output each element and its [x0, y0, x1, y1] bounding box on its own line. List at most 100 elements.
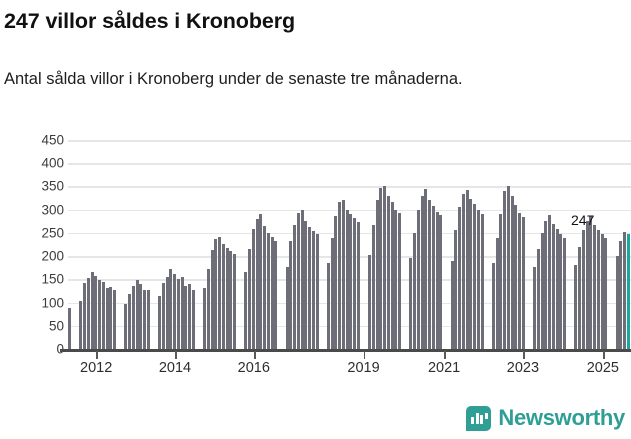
bar[interactable]: [469, 198, 473, 349]
bar[interactable]: [326, 262, 330, 349]
bar[interactable]: [574, 265, 578, 349]
bar[interactable]: [221, 244, 225, 349]
bar[interactable]: [83, 283, 87, 349]
bar[interactable]: [578, 246, 582, 349]
bar[interactable]: [476, 209, 480, 349]
bar[interactable]: [308, 227, 312, 349]
bar[interactable]: [203, 287, 207, 349]
bar[interactable]: [563, 237, 567, 349]
bar[interactable]: [420, 195, 424, 349]
bar[interactable]: [450, 260, 454, 349]
bar[interactable]: [473, 204, 477, 349]
bar[interactable]: [255, 218, 259, 349]
bar[interactable]: [105, 287, 109, 349]
bar[interactable]: [191, 290, 195, 349]
bar[interactable]: [338, 202, 342, 349]
bar[interactable]: [589, 216, 593, 349]
bar[interactable]: [341, 200, 345, 349]
bar[interactable]: [581, 230, 585, 349]
bar[interactable]: [274, 241, 278, 349]
bar[interactable]: [233, 253, 237, 349]
bar[interactable]: [315, 233, 319, 349]
bar[interactable]: [416, 209, 420, 349]
bar[interactable]: [454, 230, 458, 349]
bar[interactable]: [371, 225, 375, 349]
bar[interactable]: [559, 233, 563, 349]
bar[interactable]: [285, 267, 289, 349]
bar[interactable]: [176, 279, 180, 349]
bar[interactable]: [383, 185, 387, 349]
bar[interactable]: [86, 278, 90, 349]
bar[interactable]: [330, 237, 334, 349]
bar[interactable]: [188, 283, 192, 349]
bar[interactable]: [413, 232, 417, 349]
bar[interactable]: [604, 237, 608, 349]
bar[interactable]: [439, 215, 443, 349]
bar[interactable]: [218, 237, 222, 349]
bar[interactable]: [158, 296, 162, 349]
bar[interactable]: [461, 193, 465, 349]
bar[interactable]: [424, 189, 428, 349]
bar[interactable]: [533, 267, 537, 349]
bar[interactable]: [270, 236, 274, 349]
bar[interactable]: [304, 221, 308, 349]
bar[interactable]: [353, 218, 357, 349]
bar[interactable]: [244, 271, 248, 349]
bar[interactable]: [465, 190, 469, 349]
bar[interactable]: [623, 231, 627, 349]
bar-highlighted[interactable]: [626, 234, 630, 349]
bar[interactable]: [428, 200, 432, 349]
bar[interactable]: [585, 220, 589, 349]
bar[interactable]: [263, 226, 267, 349]
bar[interactable]: [506, 185, 510, 349]
bar[interactable]: [386, 195, 390, 349]
bar[interactable]: [184, 285, 188, 349]
bar[interactable]: [251, 229, 255, 349]
bar[interactable]: [600, 233, 604, 349]
bar[interactable]: [128, 294, 132, 349]
bar[interactable]: [596, 230, 600, 349]
bar[interactable]: [139, 283, 143, 349]
bar[interactable]: [68, 308, 72, 349]
bar[interactable]: [146, 289, 150, 349]
bar[interactable]: [109, 287, 113, 349]
bar[interactable]: [289, 241, 293, 349]
bar[interactable]: [259, 214, 263, 349]
bar[interactable]: [334, 216, 338, 349]
bar[interactable]: [293, 225, 297, 349]
bar[interactable]: [375, 200, 379, 349]
bar[interactable]: [368, 255, 372, 349]
bar[interactable]: [510, 195, 514, 349]
bar[interactable]: [101, 281, 105, 349]
bar[interactable]: [345, 209, 349, 349]
bar[interactable]: [514, 205, 518, 349]
bar[interactable]: [356, 221, 360, 349]
bar[interactable]: [536, 248, 540, 349]
bar[interactable]: [143, 290, 147, 349]
bar[interactable]: [521, 217, 525, 349]
bar[interactable]: [206, 269, 210, 349]
bar[interactable]: [619, 241, 623, 349]
bar[interactable]: [161, 283, 165, 349]
bar[interactable]: [229, 251, 233, 349]
bar[interactable]: [499, 214, 503, 349]
bar[interactable]: [555, 229, 559, 349]
bar[interactable]: [94, 275, 98, 349]
bar[interactable]: [435, 211, 439, 349]
bar[interactable]: [79, 301, 83, 349]
bar[interactable]: [296, 213, 300, 349]
bar[interactable]: [394, 209, 398, 349]
bar[interactable]: [431, 205, 435, 349]
bar[interactable]: [165, 276, 169, 349]
bar[interactable]: [124, 304, 128, 349]
bar[interactable]: [540, 232, 544, 349]
bar[interactable]: [495, 237, 499, 349]
bar[interactable]: [398, 213, 402, 349]
bar[interactable]: [180, 277, 184, 349]
bar[interactable]: [458, 206, 462, 349]
bar[interactable]: [409, 257, 413, 349]
bar[interactable]: [593, 224, 597, 349]
bar[interactable]: [214, 239, 218, 349]
bar[interactable]: [90, 272, 94, 349]
bar[interactable]: [135, 280, 139, 349]
